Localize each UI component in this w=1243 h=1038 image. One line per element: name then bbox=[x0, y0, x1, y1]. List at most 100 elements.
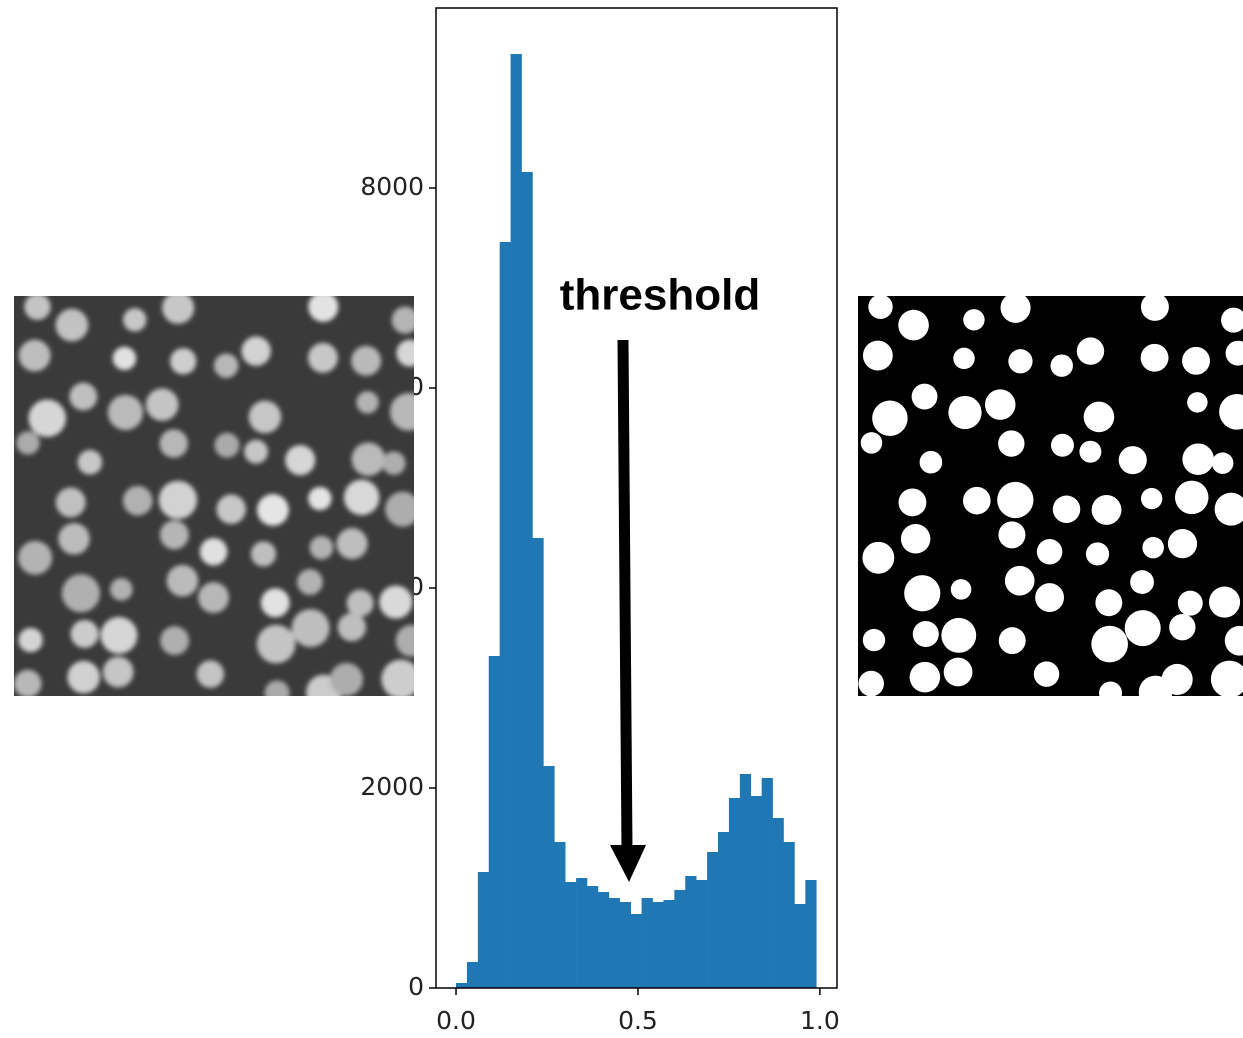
blob bbox=[309, 535, 334, 560]
blob bbox=[307, 342, 338, 373]
blob bbox=[862, 628, 886, 652]
bar bbox=[597, 892, 610, 988]
blob bbox=[14, 669, 42, 696]
blob bbox=[381, 659, 414, 696]
bar bbox=[521, 172, 533, 988]
bar bbox=[652, 902, 664, 988]
blob bbox=[67, 660, 100, 694]
blob bbox=[1085, 542, 1110, 566]
bar bbox=[739, 774, 752, 988]
bar bbox=[466, 962, 479, 988]
blob bbox=[395, 624, 414, 657]
blob bbox=[102, 656, 134, 688]
blob bbox=[1036, 539, 1063, 565]
blob bbox=[948, 395, 982, 430]
blob bbox=[199, 538, 228, 566]
bar bbox=[783, 842, 795, 988]
blob bbox=[145, 388, 179, 421]
bar bbox=[805, 880, 817, 988]
blob bbox=[1050, 354, 1073, 377]
blob bbox=[1035, 583, 1065, 613]
bar bbox=[608, 898, 621, 988]
blob bbox=[963, 486, 991, 515]
blob bbox=[998, 627, 1026, 655]
blob bbox=[1079, 440, 1102, 463]
blob bbox=[1214, 492, 1243, 526]
blob bbox=[1118, 446, 1147, 475]
bar bbox=[554, 842, 566, 988]
blob bbox=[984, 389, 1016, 420]
blob bbox=[1177, 590, 1203, 616]
blob bbox=[285, 445, 316, 476]
blob bbox=[198, 582, 229, 614]
bar bbox=[794, 904, 806, 988]
blob bbox=[159, 429, 188, 458]
blob bbox=[1083, 401, 1115, 433]
x-tick-label: 0.5 bbox=[618, 1006, 658, 1035]
blob bbox=[112, 346, 137, 371]
blob bbox=[868, 296, 893, 319]
grayscale-image bbox=[14, 296, 414, 696]
blob bbox=[244, 439, 269, 464]
bar bbox=[630, 914, 642, 988]
blob bbox=[61, 574, 101, 613]
blob bbox=[166, 564, 199, 597]
blob bbox=[250, 541, 277, 567]
blob bbox=[110, 578, 133, 601]
plot-frame bbox=[435, 7, 838, 989]
blob bbox=[898, 309, 929, 341]
bar bbox=[499, 242, 511, 988]
blob bbox=[953, 347, 975, 370]
blob bbox=[919, 450, 943, 474]
blob bbox=[162, 296, 195, 324]
blob bbox=[1211, 452, 1234, 474]
arrow-head bbox=[610, 845, 646, 882]
blob bbox=[24, 296, 51, 320]
blob bbox=[308, 296, 339, 322]
blob bbox=[862, 541, 895, 574]
blob bbox=[1091, 625, 1128, 663]
blob bbox=[1052, 495, 1081, 524]
blob bbox=[1187, 392, 1208, 413]
blob bbox=[872, 400, 908, 436]
blob bbox=[55, 487, 86, 518]
blob bbox=[291, 609, 330, 648]
blob bbox=[1140, 343, 1169, 372]
blob bbox=[170, 348, 197, 375]
blob bbox=[248, 400, 282, 434]
bar bbox=[674, 890, 686, 988]
blob bbox=[351, 345, 382, 376]
bar bbox=[619, 902, 631, 988]
blob bbox=[379, 585, 413, 619]
blob bbox=[860, 432, 883, 454]
blob bbox=[1174, 480, 1209, 515]
blob bbox=[1091, 495, 1122, 525]
blob bbox=[1095, 589, 1123, 617]
blob bbox=[1182, 443, 1214, 475]
blob bbox=[159, 520, 189, 550]
bar bbox=[641, 898, 653, 988]
blob bbox=[1000, 296, 1031, 323]
blob bbox=[911, 383, 938, 410]
blob bbox=[160, 626, 190, 656]
blob bbox=[1161, 663, 1193, 695]
bar bbox=[456, 983, 468, 988]
blob bbox=[256, 624, 296, 664]
x-tick-label: 1.0 bbox=[800, 1006, 840, 1035]
blob bbox=[351, 442, 386, 476]
bar bbox=[718, 832, 730, 988]
blob bbox=[1124, 610, 1161, 647]
blob bbox=[950, 579, 972, 600]
bar bbox=[696, 880, 708, 988]
bar bbox=[543, 766, 555, 988]
bar bbox=[510, 54, 522, 988]
blob bbox=[216, 494, 246, 525]
blob bbox=[214, 432, 240, 458]
bar bbox=[750, 796, 762, 988]
bar bbox=[685, 876, 697, 988]
blob bbox=[1008, 349, 1033, 374]
blob bbox=[296, 569, 323, 595]
blob bbox=[346, 589, 374, 617]
binary-image bbox=[858, 296, 1243, 696]
